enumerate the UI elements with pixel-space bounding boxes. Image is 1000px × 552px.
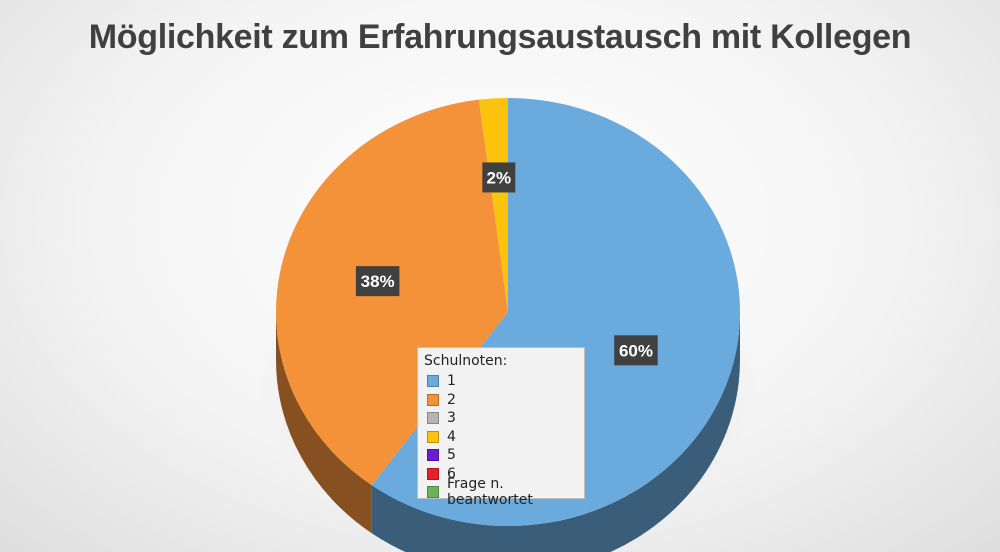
legend: Schulnoten: 1 2 3 4 5 6 Frage n. beantwortet	[417, 347, 585, 508]
pie-sides	[276, 312, 740, 552]
legend-item-4: 4	[424, 428, 578, 447]
legend-swatch	[427, 375, 439, 388]
svg-text:38%: 38%	[361, 272, 395, 291]
svg-text:2%: 2%	[487, 168, 512, 187]
legend-item-3: 3	[424, 409, 578, 428]
legend-item-6: 6	[424, 465, 578, 484]
chart-title: Möglichkeit zum Erfahrungsaustausch mit …	[88, 18, 912, 56]
pie-side-1	[371, 312, 740, 552]
legend-label: 5	[447, 447, 456, 464]
legend-items: 1 2 3 4 5 6 Frage n. beantwortet	[424, 372, 578, 508]
pie-side-2	[276, 312, 372, 534]
legend-item-1: 1	[424, 372, 578, 391]
legend-label: Frage n. beantwortet	[447, 476, 533, 509]
legend-label: 3	[447, 410, 456, 427]
legend-swatch	[427, 486, 439, 499]
legend-label: 1	[447, 373, 456, 390]
legend-item-5: 5	[424, 446, 578, 465]
legend-swatch	[427, 449, 439, 462]
legend-swatch	[427, 393, 439, 406]
legend-swatch	[427, 412, 439, 425]
data-label-1: 60%	[614, 335, 658, 366]
legend-label: 4	[447, 428, 456, 445]
legend-item-2: 2	[424, 391, 578, 410]
legend-item-frage-n-beantwortet: Frage n. beantwortet	[424, 476, 578, 508]
legend-label: 2	[447, 391, 456, 408]
data-label-4: 2%	[482, 162, 516, 193]
svg-text:60%: 60%	[619, 341, 653, 360]
legend-title: Schulnoten:	[424, 353, 508, 369]
data-label-2: 38%	[355, 266, 400, 297]
legend-swatch	[427, 467, 439, 480]
pie-slice-4	[478, 98, 508, 312]
pie-labels: 60% 38% 2%	[355, 162, 658, 366]
legend-swatch	[427, 430, 439, 443]
legend-label: 6	[447, 465, 456, 482]
